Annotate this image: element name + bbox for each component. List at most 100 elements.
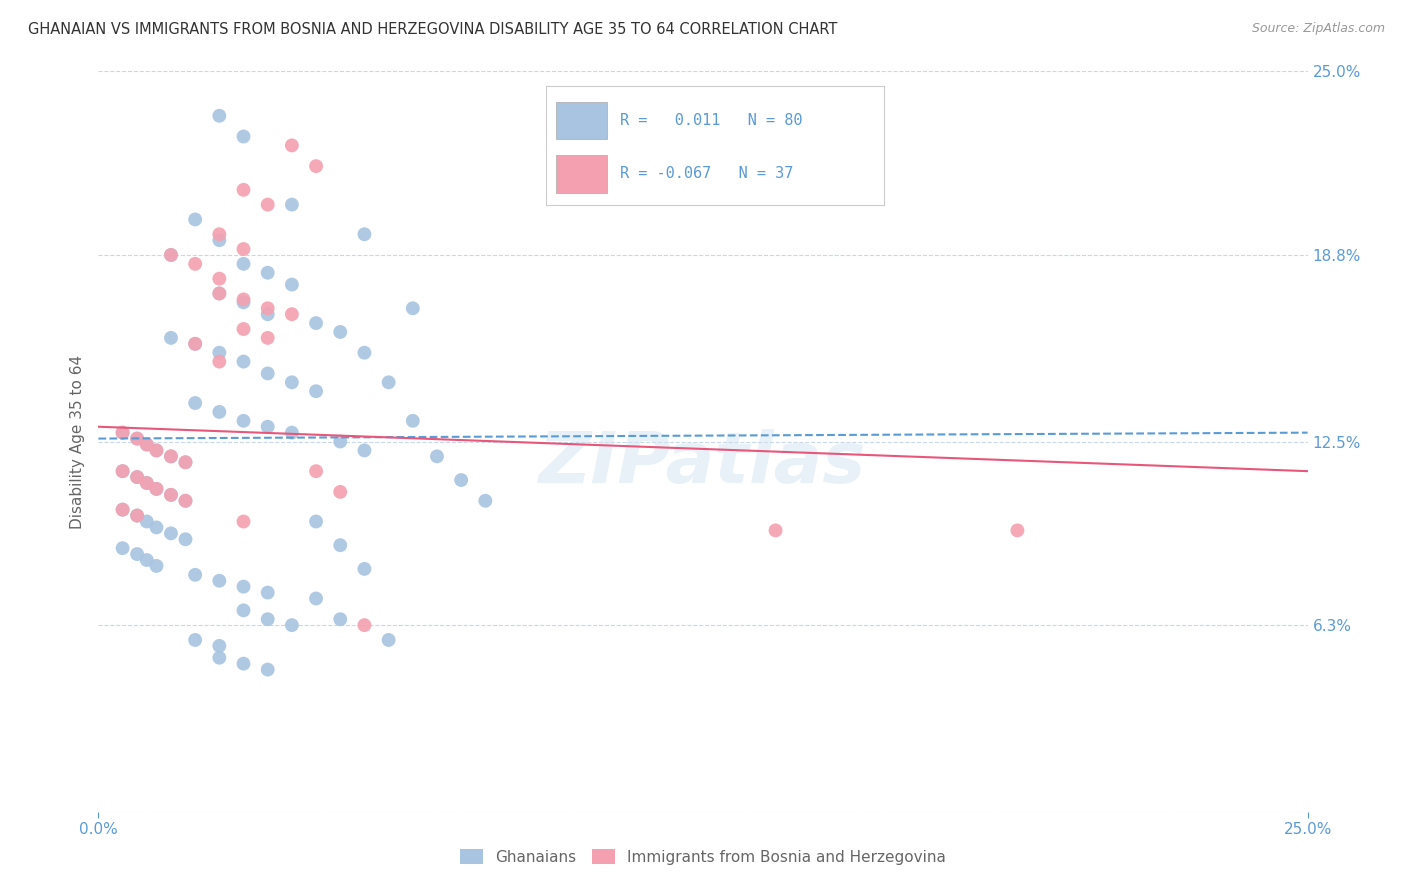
- Point: [145, 443, 167, 458]
- Point: [232, 295, 254, 310]
- Point: [474, 493, 496, 508]
- Point: [135, 475, 157, 490]
- Point: [716, 153, 738, 168]
- Point: [127, 547, 149, 561]
- Point: [353, 345, 375, 359]
- Point: [145, 443, 167, 458]
- Point: [127, 432, 149, 446]
- Point: [111, 464, 134, 478]
- Point: [232, 242, 254, 256]
- Point: [329, 538, 352, 552]
- Point: [426, 450, 449, 464]
- Point: [127, 470, 149, 484]
- Point: [450, 473, 472, 487]
- Point: [208, 345, 231, 359]
- Point: [256, 301, 278, 316]
- Point: [232, 657, 254, 671]
- Point: [135, 475, 157, 490]
- Point: [208, 650, 231, 665]
- Point: [402, 301, 425, 316]
- Point: [160, 450, 183, 464]
- Point: [111, 541, 134, 556]
- Point: [208, 271, 231, 285]
- Point: [377, 376, 399, 390]
- Point: [160, 526, 183, 541]
- Y-axis label: Disability Age 35 to 64: Disability Age 35 to 64: [69, 354, 84, 529]
- Point: [329, 612, 352, 626]
- Point: [127, 470, 149, 484]
- Point: [208, 227, 231, 242]
- Point: [232, 515, 254, 529]
- Point: [256, 266, 278, 280]
- Point: [305, 515, 328, 529]
- Point: [232, 603, 254, 617]
- Point: [174, 533, 197, 547]
- Point: [256, 419, 278, 434]
- Point: [135, 553, 157, 567]
- Point: [184, 632, 207, 647]
- Point: [184, 212, 207, 227]
- Point: [232, 183, 254, 197]
- Point: [111, 502, 134, 516]
- Point: [145, 482, 167, 496]
- Point: [1007, 524, 1029, 538]
- Point: [184, 336, 207, 351]
- Point: [111, 502, 134, 516]
- Point: [135, 437, 157, 451]
- Point: [281, 376, 304, 390]
- Point: [256, 307, 278, 321]
- Point: [256, 197, 278, 211]
- Text: Source: ZipAtlas.com: Source: ZipAtlas.com: [1251, 22, 1385, 36]
- Point: [208, 639, 231, 653]
- Point: [329, 484, 352, 499]
- Point: [232, 414, 254, 428]
- Point: [174, 493, 197, 508]
- Point: [232, 293, 254, 307]
- Point: [256, 331, 278, 345]
- Point: [145, 482, 167, 496]
- Point: [305, 159, 328, 173]
- Point: [111, 425, 134, 440]
- Point: [377, 632, 399, 647]
- Point: [184, 567, 207, 582]
- Point: [232, 257, 254, 271]
- Point: [160, 488, 183, 502]
- Point: [353, 227, 375, 242]
- Point: [208, 286, 231, 301]
- Point: [256, 367, 278, 381]
- Point: [208, 354, 231, 368]
- Point: [208, 233, 231, 247]
- Point: [160, 331, 183, 345]
- Point: [329, 434, 352, 449]
- Point: [145, 558, 167, 573]
- Point: [160, 248, 183, 262]
- Point: [305, 316, 328, 330]
- Point: [305, 384, 328, 399]
- Point: [127, 432, 149, 446]
- Point: [232, 354, 254, 368]
- Point: [353, 443, 375, 458]
- Point: [281, 425, 304, 440]
- Point: [184, 336, 207, 351]
- Point: [135, 437, 157, 451]
- Point: [305, 591, 328, 606]
- Point: [208, 286, 231, 301]
- Point: [281, 138, 304, 153]
- Point: [184, 396, 207, 410]
- Point: [353, 562, 375, 576]
- Point: [256, 612, 278, 626]
- Point: [256, 663, 278, 677]
- Text: GHANAIAN VS IMMIGRANTS FROM BOSNIA AND HERZEGOVINA DISABILITY AGE 35 TO 64 CORRE: GHANAIAN VS IMMIGRANTS FROM BOSNIA AND H…: [28, 22, 838, 37]
- Point: [402, 414, 425, 428]
- Text: ZIPatlas: ZIPatlas: [540, 429, 866, 499]
- Point: [765, 524, 787, 538]
- Point: [145, 520, 167, 534]
- Point: [111, 464, 134, 478]
- Point: [208, 405, 231, 419]
- Point: [329, 325, 352, 339]
- Point: [208, 574, 231, 588]
- Point: [232, 322, 254, 336]
- Point: [281, 307, 304, 321]
- Point: [281, 277, 304, 292]
- Point: [305, 464, 328, 478]
